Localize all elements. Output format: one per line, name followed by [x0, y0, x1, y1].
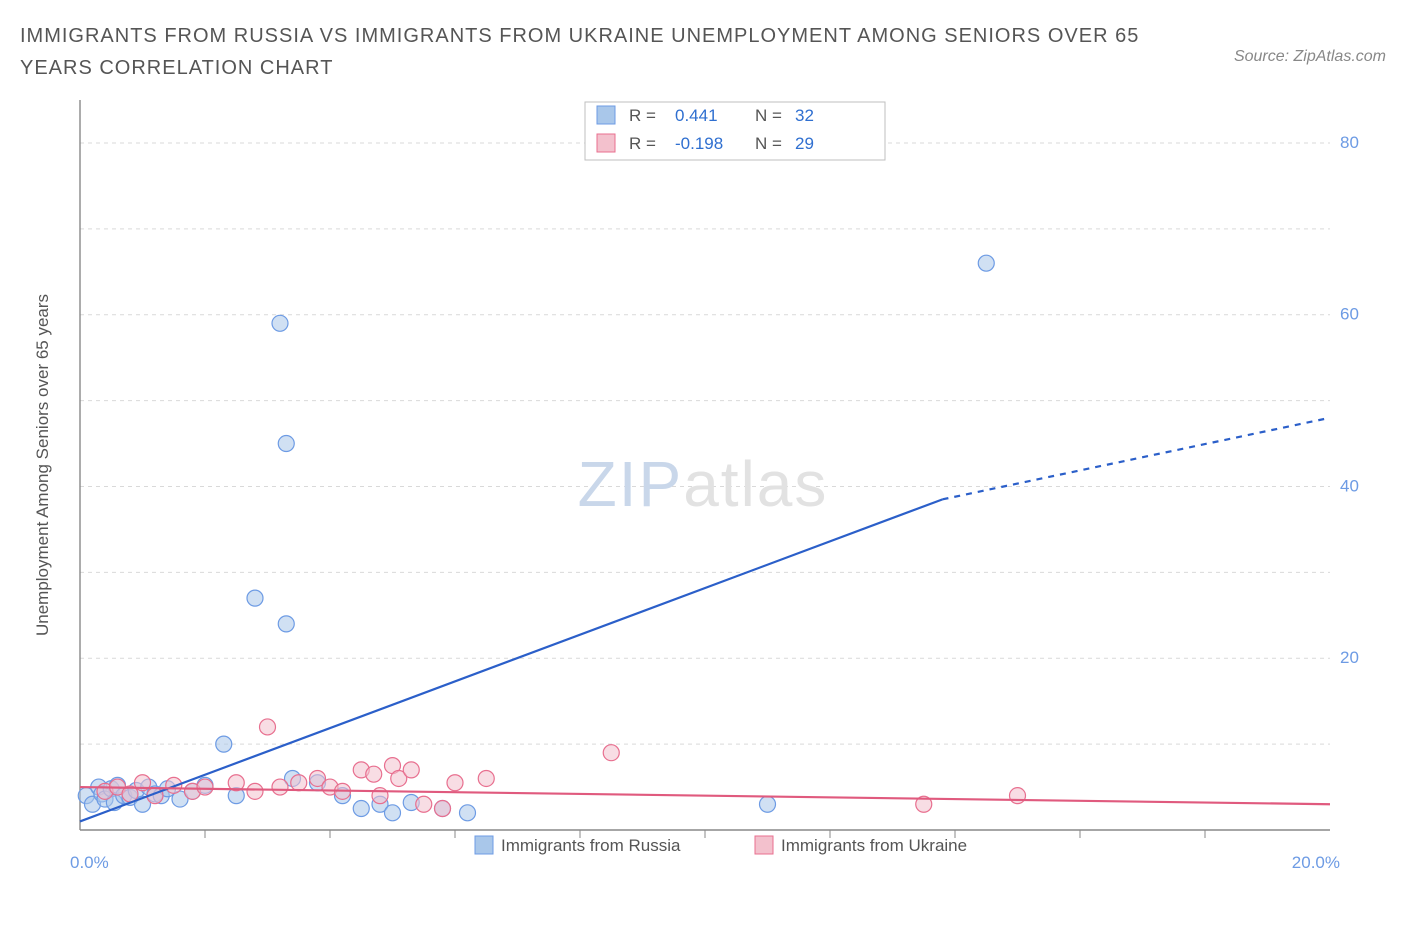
svg-text:N =: N = — [755, 134, 782, 153]
svg-text:-0.198: -0.198 — [675, 134, 723, 153]
svg-text:Immigrants from Russia: Immigrants from Russia — [501, 836, 681, 855]
svg-text:N =: N = — [755, 106, 782, 125]
source-label: Source: ZipAtlas.com — [1234, 48, 1386, 66]
svg-text:60.0%: 60.0% — [1340, 305, 1360, 324]
chart-title: IMMIGRANTS FROM RUSSIA VS IMMIGRANTS FRO… — [20, 20, 1140, 84]
svg-text:Immigrants from Ukraine: Immigrants from Ukraine — [781, 836, 967, 855]
correlation-chart: 20.0% 40.0% 60.0% 80.0% 0.0% 20.0% Unemploymen… — [20, 90, 1360, 910]
svg-text:R =: R = — [629, 106, 656, 125]
svg-text:29: 29 — [795, 134, 814, 153]
svg-text:0.441: 0.441 — [675, 106, 718, 125]
svg-text:R =: R = — [629, 134, 656, 153]
svg-text:32: 32 — [795, 106, 814, 125]
svg-text:20.0%: 20.0% — [1292, 853, 1340, 872]
svg-text:80.0%: 80.0% — [1340, 133, 1360, 152]
svg-text:0.0%: 0.0% — [70, 853, 109, 872]
svg-text:Unemployment Among Seniors ove: Unemployment Among Seniors over 65 years — [33, 294, 52, 636]
svg-text:40.0%: 40.0% — [1340, 476, 1360, 495]
svg-text:20.0%: 20.0% — [1340, 648, 1360, 667]
